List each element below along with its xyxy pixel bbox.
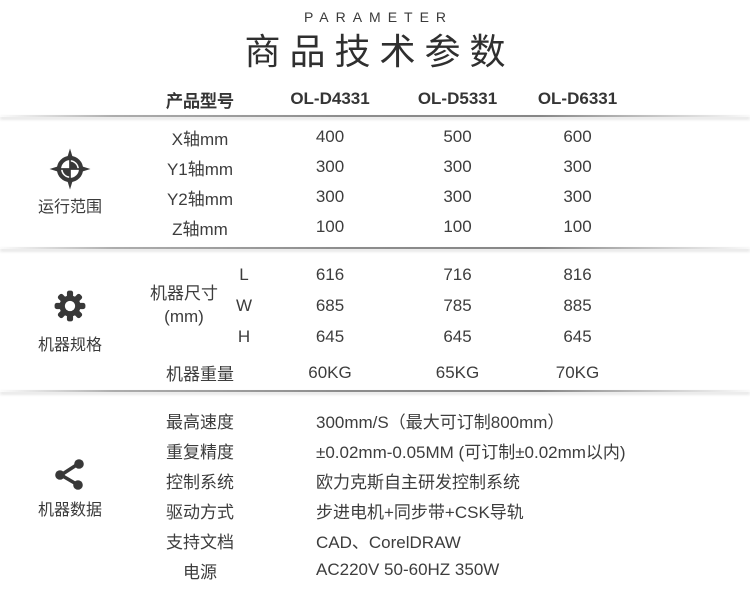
section-title-machine-spec: 机器规格	[37, 337, 102, 354]
row-x-axis: X轴mm 400 500 600	[140, 122, 750, 152]
row-z-axis: Z轴mm 100 100 100	[140, 212, 750, 242]
row-label: X轴mm	[171, 129, 229, 149]
cell-value: 645	[443, 326, 472, 346]
share-icon	[52, 457, 88, 493]
cell-value: CAD、CorelDRAW	[316, 532, 461, 552]
cell-value: AC220V 50-60HZ 350W	[316, 560, 500, 579]
row-control-system: 控制系统 欧力克斯自主研发控制系统	[140, 465, 750, 495]
section-sidebar-running-range: 运行范围	[0, 117, 140, 247]
dimension-label: 机器尺寸 (mm)	[140, 283, 228, 327]
section-sidebar-machine-spec: 机器规格	[0, 249, 140, 390]
model-column-label: 产品型号	[166, 91, 234, 111]
model-name-1: OL-D4331	[290, 89, 370, 108]
section-divider	[0, 115, 750, 117]
cell-value: 716	[443, 264, 472, 284]
row-label: 控制系统	[166, 472, 234, 492]
cell-value: 70KG	[555, 362, 600, 382]
row-machine-weight: 机器重量 60KG 65KG 70KG	[140, 360, 750, 390]
section-divider	[0, 247, 750, 249]
row-y2-axis: Y2轴mm 300 300 300	[140, 182, 750, 212]
cell-value: 65KG	[435, 362, 480, 382]
cell-value: 500	[443, 127, 472, 146]
section-title-running-range: 运行范围	[37, 198, 102, 216]
row-label: 机器重量	[166, 365, 234, 384]
row-label: 支持文档	[166, 532, 234, 552]
cell-value: 300	[315, 187, 345, 206]
cell-value: 600	[563, 127, 592, 146]
gear-icon	[48, 284, 92, 328]
cell-value: 885	[563, 295, 592, 315]
cell-value: 645	[563, 326, 592, 346]
row-label: Z轴mm	[172, 219, 228, 239]
cell-value: 685	[315, 295, 345, 315]
model-name-3: OL-D6331	[537, 89, 618, 108]
cell-value: 步进电机+同步带+CSK导轨	[316, 502, 524, 522]
row-label: 电源	[183, 562, 217, 582]
dimension-label-text: 机器尺寸	[150, 284, 218, 304]
cell-value: 300	[443, 157, 472, 176]
cell-value: ±0.02mm-0.05MM (可订制±0.02mm以内)	[316, 442, 626, 462]
cell-value: 100	[443, 217, 472, 236]
row-label: Y2轴mm	[166, 189, 234, 209]
cell-value: 100	[563, 217, 592, 236]
cell-value: 100	[315, 217, 345, 236]
page-title: 商品技术参数	[244, 31, 515, 72]
cell-value: 400	[315, 127, 345, 146]
row-repeat-accuracy: 重复精度 ±0.02mm-0.05MM (可订制±0.02mm以内)	[140, 435, 750, 465]
cell-value: 300	[563, 187, 592, 206]
cell-value: 785	[443, 295, 472, 315]
row-label: 驱动方式	[166, 502, 234, 522]
eyebrow-text: PARAMETER	[303, 9, 454, 25]
row-max-speed: 最高速度 300mm/S（最大可订制800mm）	[140, 405, 750, 435]
row-power-supply: 电源 AC220V 50-60HZ 350W	[140, 555, 750, 585]
section-divider	[0, 390, 750, 392]
dimension-block: 机器尺寸 (mm) L 616 716 816 W 685 785 885 H …	[140, 249, 750, 352]
section-sidebar-machine-data: 机器数据	[0, 392, 140, 585]
dimension-unit: (mm)	[164, 306, 204, 326]
row-y1-axis: Y1轴mm 300 300 300	[140, 152, 750, 182]
section-title-machine-data: 机器数据	[37, 502, 102, 519]
section-machine-data: 机器数据 最高速度 300mm/S（最大可订制800mm） 重复精度 ±0.02…	[0, 392, 750, 585]
cell-value: 300mm/S（最大可订制800mm）	[316, 412, 565, 432]
dim-key-L: L	[239, 264, 249, 284]
row-drive-mode: 驱动方式 步进电机+同步带+CSK导轨	[140, 495, 750, 525]
cell-value: 300	[563, 157, 592, 176]
row-label: Y1轴mm	[166, 159, 234, 179]
cell-value: 欧力克斯自主研发控制系统	[316, 472, 520, 492]
cell-value: 816	[563, 264, 592, 284]
table-header: 产品型号 OL-D4331 OL-D5331 OL-D6331	[140, 83, 750, 115]
section-machine-spec: 机器规格 机器尺寸 (mm) L 616 716 816 W 685 785 8…	[0, 249, 750, 390]
row-label: 重复精度	[166, 442, 234, 462]
cell-value: 60KG	[308, 362, 352, 382]
cell-value: 645	[315, 326, 345, 346]
cell-value: 300	[315, 157, 345, 176]
section-running-range: 运行范围 X轴mm 400 500 600 Y1轴mm 300 300 300 …	[0, 117, 750, 247]
dim-key-W: W	[235, 295, 253, 315]
crosshair-target-icon	[49, 148, 91, 190]
cell-value: 616	[315, 264, 345, 284]
row-label: 最高速度	[166, 412, 234, 432]
row-supported-files: 支持文档 CAD、CorelDRAW	[140, 525, 750, 555]
dim-key-H: H	[237, 326, 251, 346]
model-name-2: OL-D5331	[417, 89, 498, 108]
cell-value: 300	[443, 187, 472, 206]
